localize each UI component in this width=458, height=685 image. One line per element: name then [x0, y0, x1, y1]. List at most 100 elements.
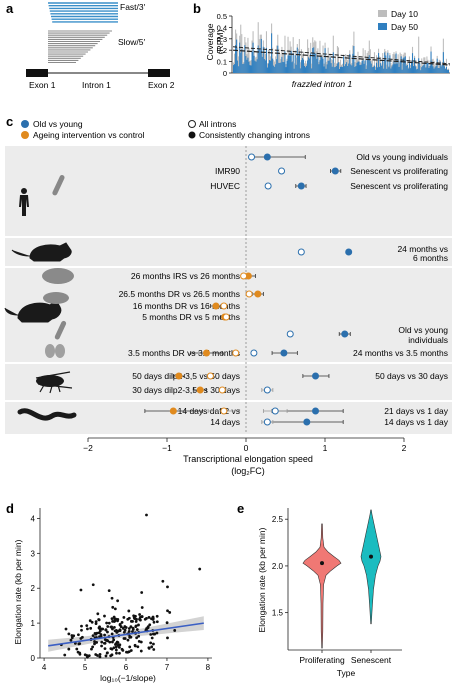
coverage-bar-day50 [327, 60, 329, 73]
scatter-point [103, 633, 106, 637]
scatter-point [155, 631, 159, 635]
comparison-label: 5 months DR vs 5 months [142, 312, 240, 322]
coverage-bar-day50 [424, 62, 426, 73]
legend-ageing-marker [21, 131, 29, 139]
scatter-point [168, 611, 172, 614]
coverage-bar-day10 [307, 39, 309, 73]
coverage-bar-day50 [336, 63, 338, 73]
comparison-label: HUVEC [210, 181, 240, 191]
rat-icon [11, 242, 72, 262]
point-all-introns [263, 418, 271, 426]
coverage-bar-day50 [439, 61, 441, 73]
coverage-bar-day10 [390, 62, 392, 73]
coverage-bar-day50 [310, 53, 312, 73]
coverage-bar-day10 [421, 58, 423, 73]
coverage-bar-day10 [438, 59, 440, 73]
exon-2-label: Exon 2 [148, 80, 175, 90]
coverage-bar-day50 [241, 49, 243, 73]
scatter-point [136, 645, 140, 649]
comparison-label-right: Old vs young [398, 325, 448, 335]
legend-all-introns-marker [188, 120, 196, 128]
coverage-bar-day50 [259, 50, 261, 73]
fast-label: Fast/3′ [120, 2, 146, 12]
scatter-point [110, 617, 114, 621]
legend-ageing-label: Ageing intervention vs control [33, 130, 145, 140]
coverage-bar-day10 [373, 52, 375, 73]
coverage-bar-day50 [417, 68, 419, 73]
coverage-bar-day50 [320, 56, 322, 73]
coverage-bar-day50 [421, 67, 423, 73]
coverage-bar-day50 [370, 63, 372, 73]
coverage-bar-day50 [373, 65, 375, 73]
coverage-bar-day50 [368, 55, 370, 73]
coverage-bar-day50 [364, 60, 366, 73]
coverage-bar-day10 [305, 60, 307, 73]
coverage-bar-day50 [262, 46, 264, 73]
scatter-x-tick-label: 8 [206, 663, 211, 672]
scatter-point [152, 642, 155, 646]
scatter-point [78, 652, 82, 656]
scatter-point [64, 627, 68, 631]
coverage-bar-day50 [435, 65, 437, 73]
coverage-bar-day50 [438, 68, 440, 73]
point-consistent [297, 182, 305, 190]
scatter-point [127, 609, 131, 613]
comparison-label-right: 14 days vs 1 day [384, 417, 449, 427]
coverage-bar-day50 [237, 60, 239, 73]
coverage-ylabel: Coverage (RPM) [205, 23, 225, 60]
scatter-x-tick-label: 4 [42, 663, 47, 672]
coverage-bar-day50 [247, 57, 249, 73]
scatter-point [116, 618, 120, 621]
coverage-bar-day10 [401, 63, 403, 73]
coverage-bar-day50 [274, 66, 276, 73]
coverage-bar-day50 [244, 45, 246, 73]
trend-day10 [232, 46, 451, 65]
coverage-bar-day50 [297, 56, 299, 73]
coverage-bar-day50 [301, 57, 303, 73]
scatter-point [151, 615, 155, 619]
coverage-xlabel: frazzled intron 1 [292, 79, 353, 89]
point-all-introns [264, 182, 272, 190]
coverage-bar-day10 [238, 56, 240, 73]
coverage-bar-day50 [266, 67, 269, 73]
coverage-y-tick-label: 0.2 [217, 46, 227, 55]
coverage-bar-day50 [365, 68, 367, 73]
coverage-bar-day50 [441, 64, 443, 73]
coverage-bar-day50 [311, 68, 313, 73]
coverage-bar-day50 [383, 68, 385, 73]
scatter-point [123, 628, 127, 632]
point-consistent [212, 302, 220, 310]
coverage-bar-day50 [394, 64, 396, 73]
scatter-point [106, 651, 109, 655]
point-all-introns [220, 302, 228, 310]
coverage-bar-day10 [337, 47, 339, 73]
speed-x-tick-label: 2 [402, 443, 407, 453]
coverage-bar-day50 [276, 59, 278, 73]
scatter-point [108, 640, 112, 644]
exon-1-label: Exon 1 [29, 80, 56, 90]
scatter-point [134, 620, 138, 623]
coverage-bar-day50 [332, 52, 334, 73]
coverage-bar-day10 [327, 47, 329, 73]
coverage-bar-day10 [379, 56, 381, 73]
panel-c-label: c [6, 114, 13, 129]
coverage-bar-day50 [324, 48, 326, 73]
scatter-point [112, 625, 116, 629]
test-tube-icon [52, 175, 65, 196]
coverage-bar-day50 [294, 55, 296, 73]
coverage-bar-day50 [303, 65, 306, 73]
scatter-point [70, 636, 74, 640]
coverage-bar-day50 [354, 67, 356, 73]
scatter-point [98, 652, 102, 656]
speed-x-tick-label: 0 [244, 443, 249, 453]
scatter-point [89, 626, 93, 630]
coverage-bar-day50 [287, 55, 289, 73]
coverage-bar-day50 [344, 66, 346, 73]
coverage-bar-day50 [426, 62, 428, 73]
coverage-bar-day50 [371, 67, 373, 73]
scatter-point [126, 638, 130, 642]
coverage-bar-day50 [356, 62, 358, 73]
coverage-bar-day50 [402, 57, 404, 73]
coverage-bar-day50 [367, 57, 369, 73]
coverage-bar-day50 [239, 42, 241, 73]
